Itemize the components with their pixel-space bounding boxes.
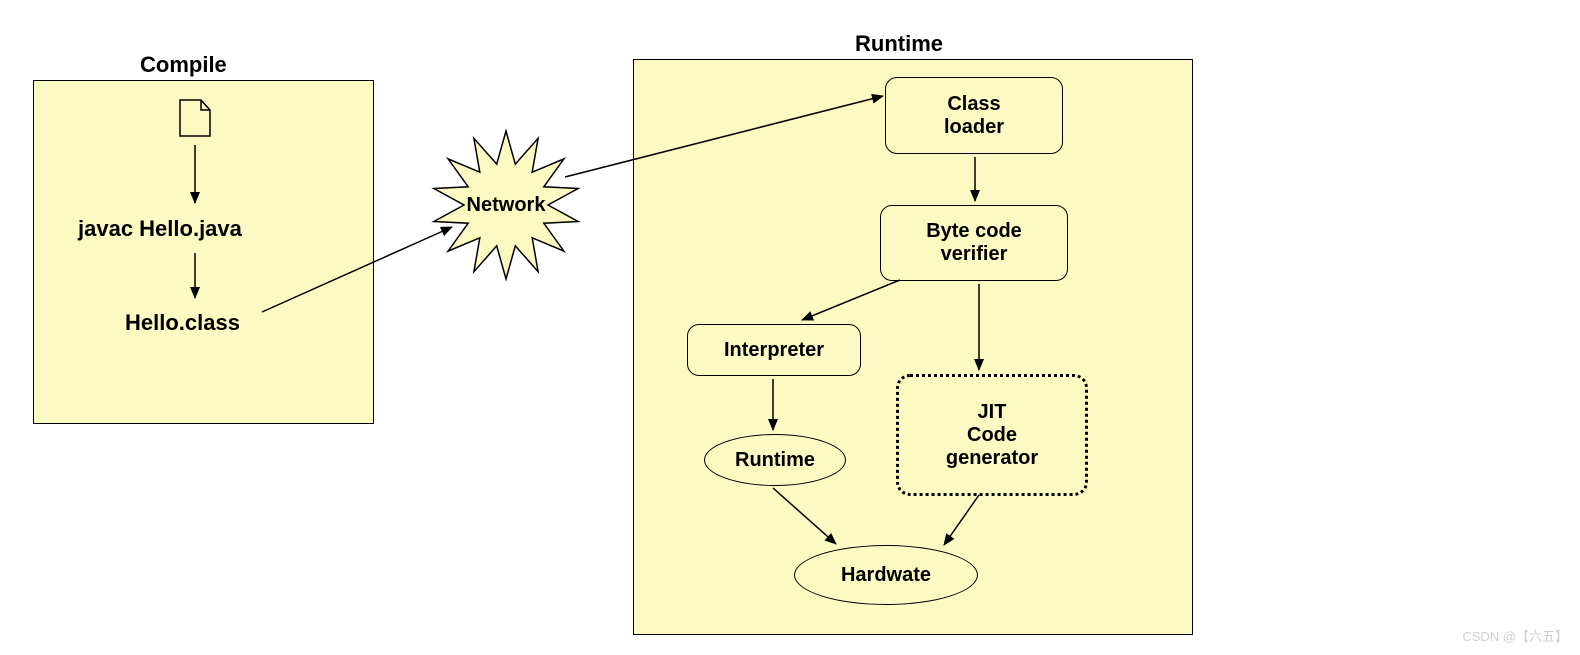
node-hardware-ellipse: Hardwate: [794, 545, 978, 605]
node-verifier-line1: Byte code: [926, 220, 1022, 243]
node-verifier-line2: verifier: [941, 243, 1008, 266]
panel-compile-title: Compile: [140, 52, 227, 78]
node-runtime-ellipse: Runtime: [704, 434, 846, 486]
node-classloader-line2: loader: [944, 116, 1004, 139]
node-interpreter-label: Interpreter: [724, 339, 824, 362]
node-jit-line1: JIT: [978, 401, 1007, 424]
doc-icon: [179, 99, 211, 137]
watermark: CSDN @【六五】: [1462, 626, 1568, 645]
node-jit-line2: Code: [967, 424, 1017, 447]
node-runtime-ellipse-label: Runtime: [735, 449, 815, 472]
node-interpreter: Interpreter: [687, 324, 861, 376]
node-jit: JIT Code generator: [896, 374, 1088, 496]
node-classloader-line1: Class: [947, 93, 1000, 116]
node-hardware-ellipse-label: Hardwate: [841, 564, 931, 587]
node-verifier: Byte code verifier: [880, 205, 1068, 281]
node-classloader: Class loader: [885, 77, 1063, 154]
diagram-canvas: Compile Runtime javac Hello.java Hello.c…: [0, 0, 1580, 655]
node-jit-line3: generator: [946, 447, 1038, 470]
node-javac: javac Hello.java: [78, 216, 242, 242]
node-network-burst: [434, 131, 578, 279]
node-helloclass: Hello.class: [125, 310, 240, 336]
node-network-label: Network: [467, 194, 547, 216]
panel-runtime-title: Runtime: [855, 31, 943, 57]
